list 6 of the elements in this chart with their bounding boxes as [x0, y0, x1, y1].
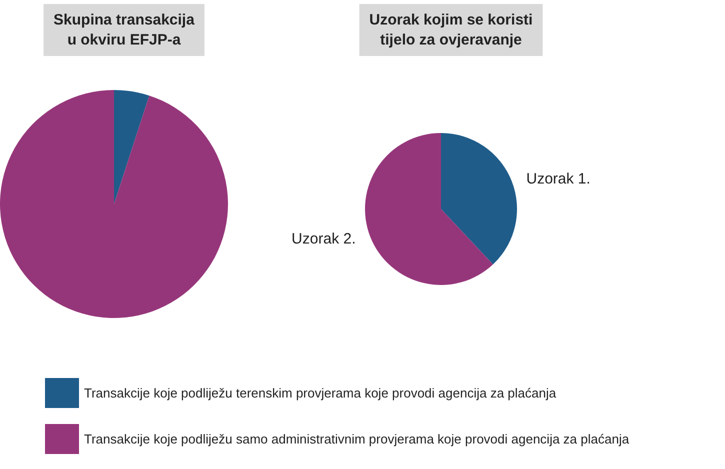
slice-label: Uzorak 2. [292, 230, 356, 248]
chart-title: Uzorak kojim se koristi tijelo za ovjeravanje [369, 12, 533, 48]
chart-title: Skupina transakcija u okviru EFJP-a [54, 12, 196, 48]
legend-label: Transakcije koje podliježu terenskim provjerama koje provodi agencija za plaćanja [84, 386, 557, 400]
slice-label: Uzorak 1. [526, 170, 590, 188]
legend-label: Transakcije koje podliježu samo administrativnim provjerama koje provodi agencija za plaćanja [84, 432, 630, 446]
